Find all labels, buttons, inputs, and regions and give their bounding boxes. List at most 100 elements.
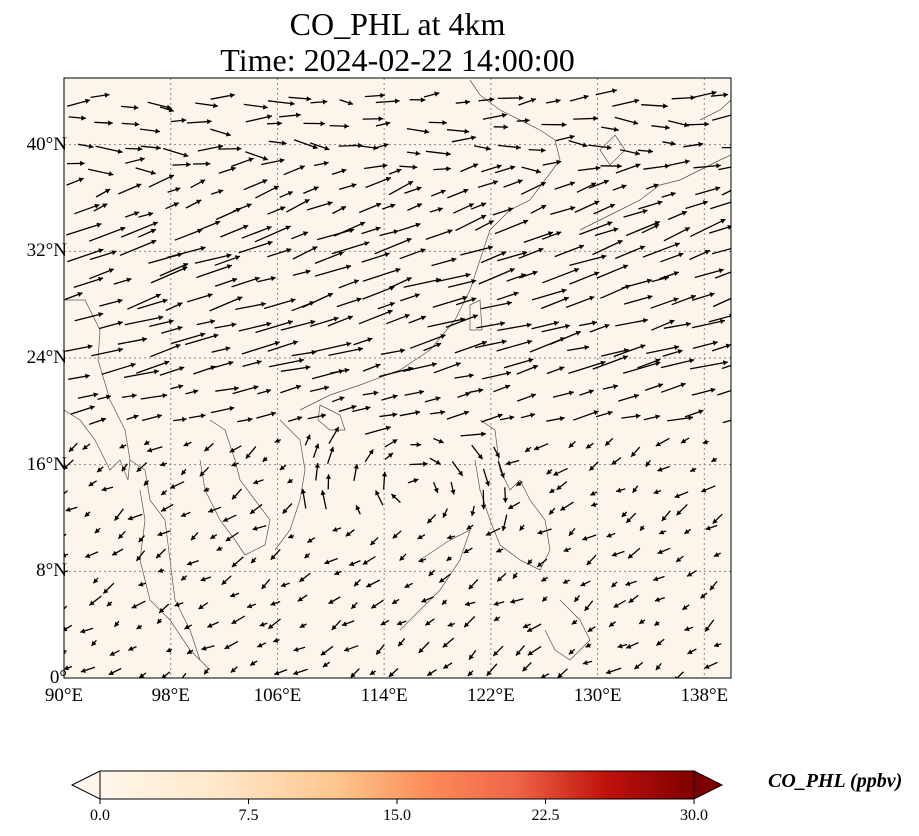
wind-vector-shaft xyxy=(722,419,731,424)
wind-vector-shaft xyxy=(184,334,219,346)
wind-vector-head xyxy=(570,205,576,211)
wind-vector-head xyxy=(587,627,593,632)
wind-vector-head xyxy=(501,339,507,345)
wind-vector-head xyxy=(646,278,652,284)
wind-vector-head xyxy=(324,559,330,565)
wind-vector-shaft xyxy=(148,174,175,188)
wind-vector-head xyxy=(682,605,688,610)
wind-vector-head xyxy=(568,390,574,396)
wind-vector-shaft xyxy=(409,334,446,349)
wind-vector-head xyxy=(434,91,440,97)
wind-vector-head xyxy=(305,269,311,275)
wind-vector-head xyxy=(442,512,448,518)
wind-vector-head xyxy=(287,320,293,325)
wind-vector-head xyxy=(306,96,312,102)
wind-vector-head xyxy=(657,466,663,472)
wind-vector-head xyxy=(684,626,690,632)
wind-vector-head xyxy=(568,649,574,655)
wind-vector-head xyxy=(156,145,161,151)
wind-vector-head xyxy=(93,392,99,398)
wind-vector-head xyxy=(148,211,154,217)
wind-vector-shaft xyxy=(66,223,102,236)
wind-vector-shaft xyxy=(540,296,570,310)
wind-vector-head xyxy=(616,487,622,493)
wind-vector-head xyxy=(440,189,446,195)
wind-vector-head xyxy=(457,470,463,476)
wind-vector-head xyxy=(612,88,617,94)
wind-vector-head xyxy=(397,620,403,626)
wind-vector-head xyxy=(635,163,641,169)
wind-vector-head xyxy=(175,344,181,349)
y-tick-label: 8°N xyxy=(36,560,67,582)
wind-vector-head xyxy=(225,131,231,137)
wind-vector-head xyxy=(136,466,142,472)
wind-vector-head xyxy=(168,174,174,180)
wind-vector-head xyxy=(399,555,405,561)
wind-vector-head xyxy=(333,316,339,322)
wind-vector-head xyxy=(527,559,533,565)
wind-vector-shaft xyxy=(432,296,468,308)
wind-vector-head xyxy=(391,494,397,499)
wind-vector-head xyxy=(526,322,532,328)
wind-vector-head xyxy=(420,315,426,321)
wind-vector-shaft xyxy=(331,241,370,255)
wind-vector-head xyxy=(368,449,374,455)
wind-vector-head xyxy=(655,414,661,420)
wind-vector-head xyxy=(138,581,144,587)
map-background xyxy=(64,78,731,678)
wind-vector-head xyxy=(686,321,691,327)
wind-vector-shaft xyxy=(660,359,695,369)
wind-vector-head xyxy=(613,126,619,132)
wind-vector-shaft xyxy=(399,248,426,260)
wind-vector-head xyxy=(161,673,167,678)
wind-vector-shaft xyxy=(554,244,585,258)
wind-vector-head xyxy=(494,616,500,621)
wind-vector-head xyxy=(715,186,721,192)
wind-vector-head xyxy=(109,651,115,656)
wind-vector-head xyxy=(621,512,627,517)
wind-vector-head xyxy=(584,605,590,611)
wind-vector-shaft xyxy=(267,340,299,352)
wind-vector-shaft xyxy=(74,312,104,322)
wind-vector-shaft xyxy=(328,347,364,357)
wind-vector-shaft xyxy=(549,330,582,345)
wind-vector-head xyxy=(389,301,395,307)
wind-vector-head xyxy=(338,251,344,257)
wind-vector-shaft xyxy=(181,672,187,678)
wind-vector-head xyxy=(162,298,168,304)
wind-vector-head xyxy=(607,410,613,416)
wind-vector-head xyxy=(485,481,490,487)
wind-vector-head xyxy=(427,518,433,524)
wind-vector-head xyxy=(510,598,516,604)
wind-vector-head xyxy=(139,673,145,678)
wind-vector-head xyxy=(528,357,534,363)
wind-vector-head xyxy=(186,162,191,168)
wind-vector-shaft xyxy=(625,220,661,237)
wind-vector-head xyxy=(673,297,679,303)
colorbar-tick-label: 0.0 xyxy=(90,807,110,824)
wind-vector-head xyxy=(557,672,563,678)
wind-vector-head xyxy=(532,364,538,370)
wind-vector-head xyxy=(633,120,639,125)
wind-vector-shaft xyxy=(531,289,567,301)
wind-vector-shaft xyxy=(374,237,412,255)
wind-vector-shaft xyxy=(120,221,159,238)
wind-vector-head xyxy=(745,264,750,269)
wind-vector-head xyxy=(170,483,176,489)
wind-vector-head xyxy=(463,188,469,194)
wind-vector-head xyxy=(535,168,541,174)
wind-vector-head xyxy=(151,239,157,245)
wind-vector-head xyxy=(541,576,547,582)
wind-vector-head xyxy=(375,363,381,369)
wind-vector-head xyxy=(565,323,570,329)
wind-vector-head xyxy=(654,220,660,226)
wind-vector-shaft xyxy=(268,359,305,368)
wind-vector-shaft xyxy=(427,318,466,328)
wind-vector-head xyxy=(136,624,142,629)
wind-vector-head xyxy=(371,603,377,609)
wind-vector-shaft xyxy=(592,239,623,256)
wind-vector-head xyxy=(231,562,237,567)
wind-vector-head xyxy=(645,461,651,467)
x-tick-label: 138°E xyxy=(680,685,729,706)
wind-vector-head xyxy=(177,325,183,331)
